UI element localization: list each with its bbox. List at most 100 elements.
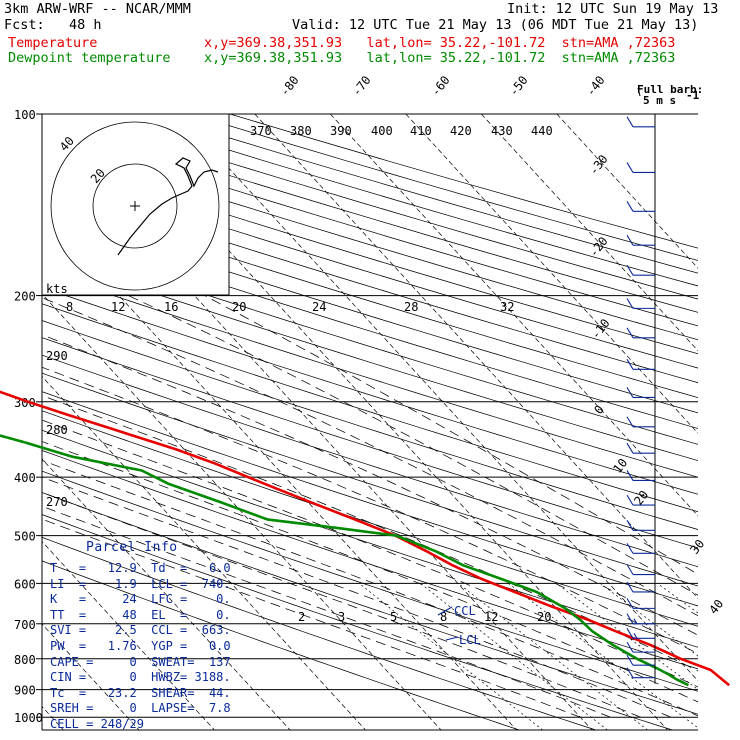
mixing-ratio-label: 32 bbox=[500, 300, 514, 314]
mixing-ratio-label: 24 bbox=[312, 300, 326, 314]
wind-barb-flag bbox=[626, 581, 634, 593]
mixing-ratio-line bbox=[420, 583, 608, 730]
parcel-info-row: CAPE = 0 SWEAT= 137 bbox=[50, 654, 231, 669]
lcl-marker bbox=[445, 636, 459, 641]
parcel-annotations: CCL LCL bbox=[437, 604, 481, 647]
dry-adiabat-line bbox=[42, 303, 698, 513]
lcl-label: LCL bbox=[459, 633, 481, 647]
mixing-ratio-label: 2 bbox=[298, 610, 305, 624]
pressure-label: 700 bbox=[14, 618, 36, 632]
parcel-info-row: SREH = 0 LAPSE= 7.8 bbox=[50, 701, 231, 716]
wind-barb-flag bbox=[626, 628, 634, 639]
dry-adiabat-line bbox=[42, 372, 698, 587]
temperature-trace bbox=[0, 390, 731, 687]
theta-label: 280 bbox=[46, 423, 68, 437]
isotherm-line bbox=[179, 114, 698, 682]
mixing-ratio-line bbox=[507, 583, 698, 729]
pressure-label: 400 bbox=[14, 471, 36, 485]
isotherm-line bbox=[405, 114, 698, 434]
pressure-label: 800 bbox=[14, 653, 36, 667]
moist-adiabat-line bbox=[42, 505, 611, 718]
isotherm-line bbox=[254, 114, 698, 599]
parcel-info-row: LI = 1.9 LCL = 740. bbox=[50, 576, 231, 591]
wind-barb-flag bbox=[626, 598, 634, 609]
isotherm-label: -30 bbox=[586, 152, 610, 178]
dry-adiabat-line bbox=[42, 470, 698, 692]
isotherm-label: -70 bbox=[349, 73, 373, 99]
barb-legend-value: 5 m s bbox=[643, 94, 676, 107]
isotherm-label: -80 bbox=[277, 73, 301, 99]
pressure-label: 1000 bbox=[14, 711, 43, 725]
pressure-label: 200 bbox=[14, 290, 36, 304]
dry-adiabat-line bbox=[42, 286, 698, 495]
theta-label: 380 bbox=[290, 124, 312, 138]
theta-label: 440 bbox=[531, 124, 553, 138]
parcel-info-row: CELL = 248/29 bbox=[50, 717, 144, 731]
mixing-ratio-label: 20 bbox=[232, 300, 246, 314]
mixing-ratio-line bbox=[556, 583, 698, 690]
init-time: Init: 12 UTC Sun 19 May 13 bbox=[507, 1, 719, 17]
dry-adiabat-line bbox=[151, 114, 698, 274]
wind-barb-column: Full barb:5 m s -1 bbox=[626, 83, 703, 684]
isotherm-line bbox=[42, 375, 366, 730]
dry-adiabat-line bbox=[42, 429, 698, 648]
barb-legend-icon bbox=[637, 87, 641, 97]
theta-label: 390 bbox=[330, 124, 352, 138]
model-title: 3km ARW-WRF -- NCAR/MMM bbox=[4, 1, 191, 17]
wind-barb-flag bbox=[626, 564, 634, 575]
wind-barb-flag bbox=[626, 234, 634, 246]
wind-barb-flag bbox=[626, 442, 634, 454]
theta-label: 270 bbox=[46, 495, 68, 509]
hodograph-trace bbox=[117, 157, 219, 256]
wind-barb-half-flag bbox=[633, 633, 638, 639]
parcel-info-title: Parcel Info bbox=[86, 540, 178, 555]
dry-adiabat-line bbox=[42, 514, 673, 730]
wind-barb-flag bbox=[626, 387, 634, 398]
sounding-traces bbox=[0, 390, 731, 687]
wind-barb-flag bbox=[626, 298, 634, 309]
wind-barb-flag bbox=[626, 264, 634, 276]
dry-adiabat-line bbox=[42, 391, 698, 607]
parcel-info-row: T = 12.9 Td = 6.0 bbox=[50, 561, 231, 575]
pressure-label: 500 bbox=[14, 530, 36, 544]
dewpoint-station-info: x,y=369.38,351.93 lat,lon= 35.22,-101.72… bbox=[204, 50, 676, 66]
wind-barb-flag bbox=[626, 641, 634, 653]
mixing-ratio-label: 20 bbox=[537, 610, 551, 624]
mixing-ratio-label: 12 bbox=[111, 300, 125, 314]
mixing-ratio-line bbox=[359, 583, 543, 730]
dry-adiabat-line bbox=[42, 182, 698, 384]
wind-barb-flag bbox=[626, 543, 634, 554]
parcel-info-row: PW = 1.76 YGP = 0.0 bbox=[50, 639, 231, 653]
wind-barb-flag bbox=[626, 667, 634, 678]
valid-time: Valid: 12 UTC Tue 21 May 13 (06 MDT Tue … bbox=[292, 17, 699, 33]
mixing-ratio-label: 28 bbox=[404, 300, 418, 314]
mixing-ratio-label: 5 bbox=[390, 610, 397, 624]
forecast-hour: Fcst: 48 h bbox=[4, 17, 102, 33]
moist-adiabat-line bbox=[42, 297, 698, 617]
theta-label: 290 bbox=[46, 349, 68, 363]
moist-adiabat-line bbox=[204, 295, 698, 575]
barb-legend-title: Full barb: bbox=[637, 83, 703, 96]
parcel-info-row: SVI = 2.5 CCL = 663. bbox=[50, 623, 231, 638]
parcel-info-row: TT = 48 EL = 0. bbox=[50, 607, 231, 622]
theta-label: 400 bbox=[371, 124, 393, 138]
parcel-info-row: K = 24 LFC = 0. bbox=[50, 592, 231, 607]
dry-adiabat-line bbox=[42, 450, 698, 670]
wind-barb-flag bbox=[626, 494, 634, 506]
isotherm-line bbox=[556, 114, 698, 269]
theta-label: 420 bbox=[450, 124, 472, 138]
isotherm-line bbox=[481, 114, 698, 352]
mixing-ratio-label: 3 bbox=[338, 610, 345, 624]
ccl-marker bbox=[437, 606, 453, 616]
mixing-ratio-line bbox=[599, 583, 698, 657]
wind-barb-half-flag bbox=[633, 618, 638, 625]
moist-adiabat-line bbox=[42, 460, 698, 717]
dry-adiabat-line bbox=[42, 225, 698, 429]
theta-label: 430 bbox=[491, 124, 513, 138]
temperature-legend-label: Temperature bbox=[8, 35, 98, 51]
parcel-info-row: CIN = 0 HWBZ= 3188. bbox=[50, 670, 231, 685]
wind-barb-flag bbox=[626, 416, 634, 428]
isotherm-label: -60 bbox=[428, 73, 452, 99]
dry-adiabat-line bbox=[42, 320, 698, 530]
